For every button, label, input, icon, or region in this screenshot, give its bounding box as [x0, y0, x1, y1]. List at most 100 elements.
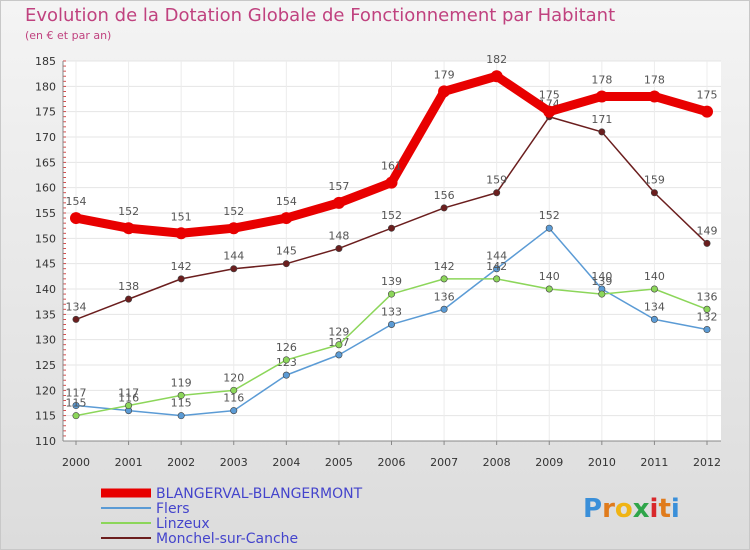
data-label: 120	[223, 371, 244, 384]
data-label: 152	[381, 209, 402, 222]
data-point	[598, 290, 606, 298]
x-tick-label: 2007	[430, 456, 458, 469]
x-tick-label: 2000	[62, 456, 90, 469]
data-label: 138	[118, 280, 139, 293]
y-tick-label: 130	[35, 334, 56, 347]
data-point	[387, 290, 395, 298]
data-point	[598, 128, 606, 136]
data-label: 140	[591, 270, 612, 283]
data-label: 142	[171, 260, 192, 273]
data-label: 144	[486, 250, 507, 263]
data-label: 116	[118, 392, 139, 405]
logo-text: Proxiti	[583, 494, 680, 524]
data-point	[440, 204, 448, 212]
data-label: 161	[381, 160, 402, 173]
data-label: 154	[66, 195, 87, 208]
y-tick-label: 115	[35, 410, 56, 423]
data-point	[595, 90, 608, 103]
data-label: 159	[486, 174, 507, 187]
y-tick-label: 110	[35, 435, 56, 448]
x-tick-label: 2011	[640, 456, 668, 469]
data-point	[230, 386, 238, 394]
data-point	[440, 305, 448, 313]
data-label: 148	[328, 229, 349, 242]
data-point	[177, 412, 185, 420]
y-tick-label: 155	[35, 207, 56, 220]
data-point	[177, 391, 185, 399]
data-point	[545, 285, 553, 293]
logo-letter: P	[583, 494, 602, 524]
x-tick-label: 2002	[167, 456, 195, 469]
legend-label: Monchel-sur-Canche	[156, 531, 298, 547]
y-tick-label: 145	[35, 258, 56, 271]
chart-subtitle: (en € et par an)	[25, 29, 111, 42]
data-label: 142	[486, 260, 507, 273]
data-label: 152	[223, 205, 244, 218]
data-label: 159	[644, 174, 665, 187]
data-point	[122, 222, 135, 235]
data-point	[650, 285, 658, 293]
data-label: 182	[486, 53, 507, 66]
y-tick-label: 170	[35, 131, 56, 144]
data-label: 140	[644, 270, 665, 283]
data-point	[650, 189, 658, 197]
y-tick-label: 140	[35, 283, 56, 296]
data-label: 171	[591, 113, 612, 126]
data-point	[385, 176, 398, 189]
data-point	[493, 275, 501, 283]
data-label: 149	[697, 224, 718, 237]
data-point	[493, 265, 501, 273]
data-point	[703, 326, 711, 334]
x-tick-label: 2006	[378, 456, 406, 469]
data-label: 139	[381, 275, 402, 288]
data-label: 117	[118, 387, 139, 400]
y-tick-label: 125	[35, 359, 56, 372]
data-point	[70, 212, 82, 225]
series-flers: 117116115116123127133136144152140134132	[66, 209, 718, 420]
data-label: 136	[697, 290, 718, 303]
data-point	[335, 244, 343, 252]
data-label: 139	[591, 275, 612, 288]
data-label: 154	[276, 195, 297, 208]
data-label: 133	[381, 305, 402, 318]
data-point	[125, 402, 133, 410]
logo-letter: i	[650, 494, 659, 524]
data-point	[648, 90, 661, 103]
proxiti-logo: Proxiti	[583, 494, 680, 524]
legend: BLANGERVAL-BLANGERMONTFlersLinzeuxMonche…	[101, 486, 363, 547]
data-label: 151	[171, 210, 192, 223]
data-point	[703, 239, 711, 247]
y-tick-label: 165	[35, 156, 56, 169]
chart-title: Evolution de la Dotation Globale de Fonc…	[25, 5, 615, 26]
data-point	[440, 275, 448, 283]
y-tick-label: 185	[35, 55, 56, 68]
y-tick-label: 150	[35, 232, 56, 245]
data-point	[72, 412, 80, 420]
data-label: 115	[171, 397, 192, 410]
y-tick-label: 175	[35, 106, 56, 119]
data-label: 134	[644, 300, 665, 313]
data-point	[493, 189, 501, 197]
data-label: 126	[276, 341, 297, 354]
axes: 110 115 120 125 130 135 140 145 150 155 160 165 170 1…	[35, 55, 721, 469]
data-label: 144	[223, 250, 244, 263]
data-point	[438, 85, 451, 98]
data-label: 142	[434, 260, 455, 273]
data-label: 116	[223, 392, 244, 405]
data-label: 132	[697, 311, 718, 324]
data-point	[703, 305, 711, 313]
data-label: 145	[276, 245, 297, 258]
data-label: 175	[697, 89, 718, 102]
x-tick-label: 2005	[325, 456, 353, 469]
data-label: 175	[539, 89, 560, 102]
data-label: 178	[591, 73, 612, 86]
x-tick-label: 2008	[483, 456, 511, 469]
data-label: 179	[434, 68, 455, 81]
y-tick-label: 120	[35, 384, 56, 397]
data-point	[282, 260, 290, 268]
series-blangerval-blangermont: 154 152 151 152 154 157 161 179 182 175 178 178 175	[66, 53, 718, 240]
data-point	[650, 315, 658, 323]
